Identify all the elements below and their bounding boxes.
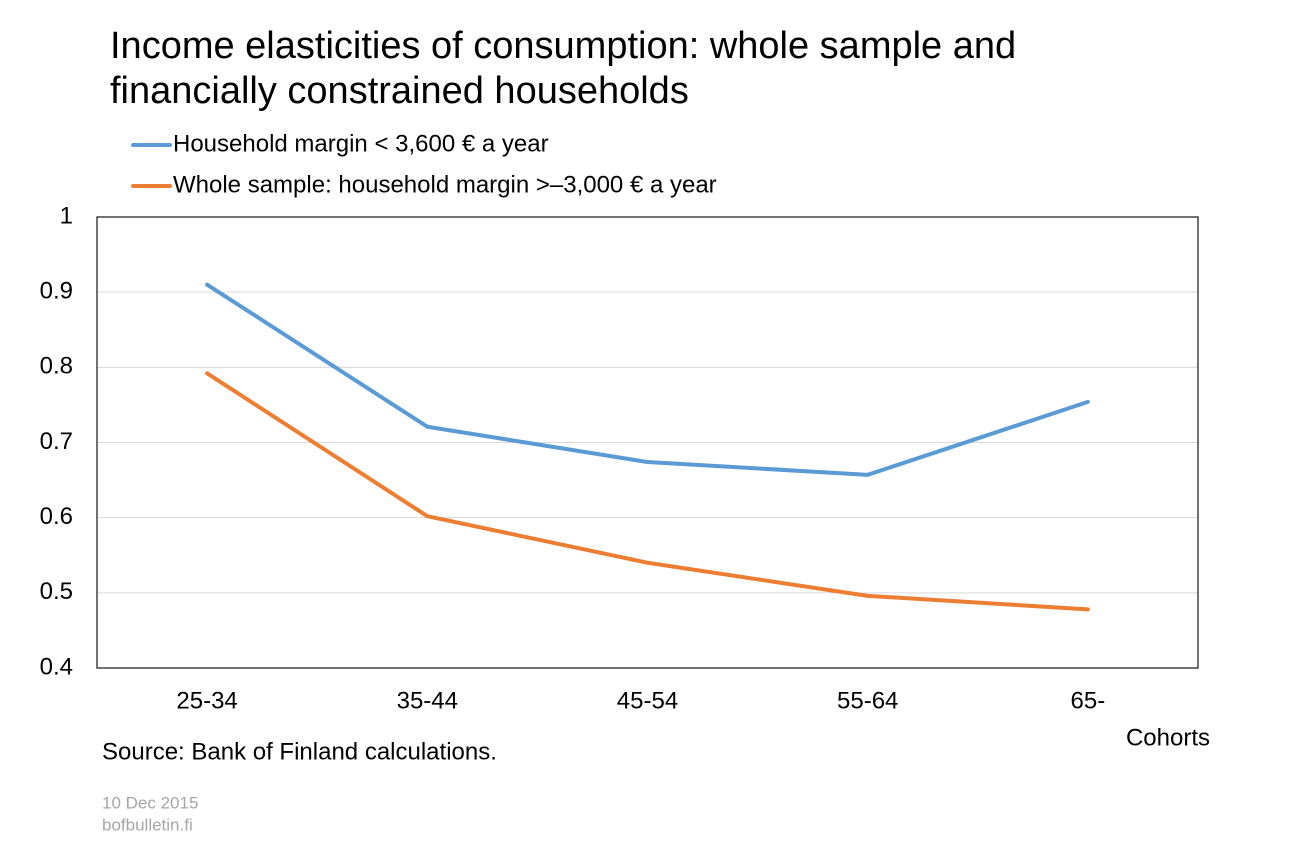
y-tick-label: 0.8: [40, 353, 73, 380]
legend-label: Whole sample: household margin >–3,000 €…: [173, 171, 717, 198]
y-tick-label: 0.6: [40, 503, 73, 530]
x-tick-label: 55-64: [837, 687, 898, 714]
y-tick-label: 0.7: [40, 428, 73, 455]
legend-label: Household margin < 3,600 € a year: [173, 130, 549, 157]
chart-title: Income elasticities of consumption: whol…: [110, 25, 1017, 112]
y-tick-label: 0.9: [40, 278, 73, 305]
series-line: [205, 371, 1090, 612]
source-note: Source: Bank of Finland calculations.: [102, 738, 497, 765]
site: bofbulletin.fi: [102, 815, 193, 834]
y-tick-label: 1: [60, 202, 73, 229]
series-line: [205, 282, 1090, 477]
x-tick-label: 25-34: [176, 687, 237, 714]
x-tick-label: 35-44: [397, 687, 458, 714]
y-tick-label: 0.5: [40, 578, 73, 605]
x-axis-label: Cohorts: [1126, 724, 1210, 751]
date: 10 Dec 2015: [102, 793, 198, 812]
x-tick-label: 65-: [1071, 687, 1106, 714]
x-tick-label: 45-54: [617, 687, 678, 714]
y-tick-label: 0.4: [40, 653, 73, 680]
plot-border: [96, 216, 1199, 669]
